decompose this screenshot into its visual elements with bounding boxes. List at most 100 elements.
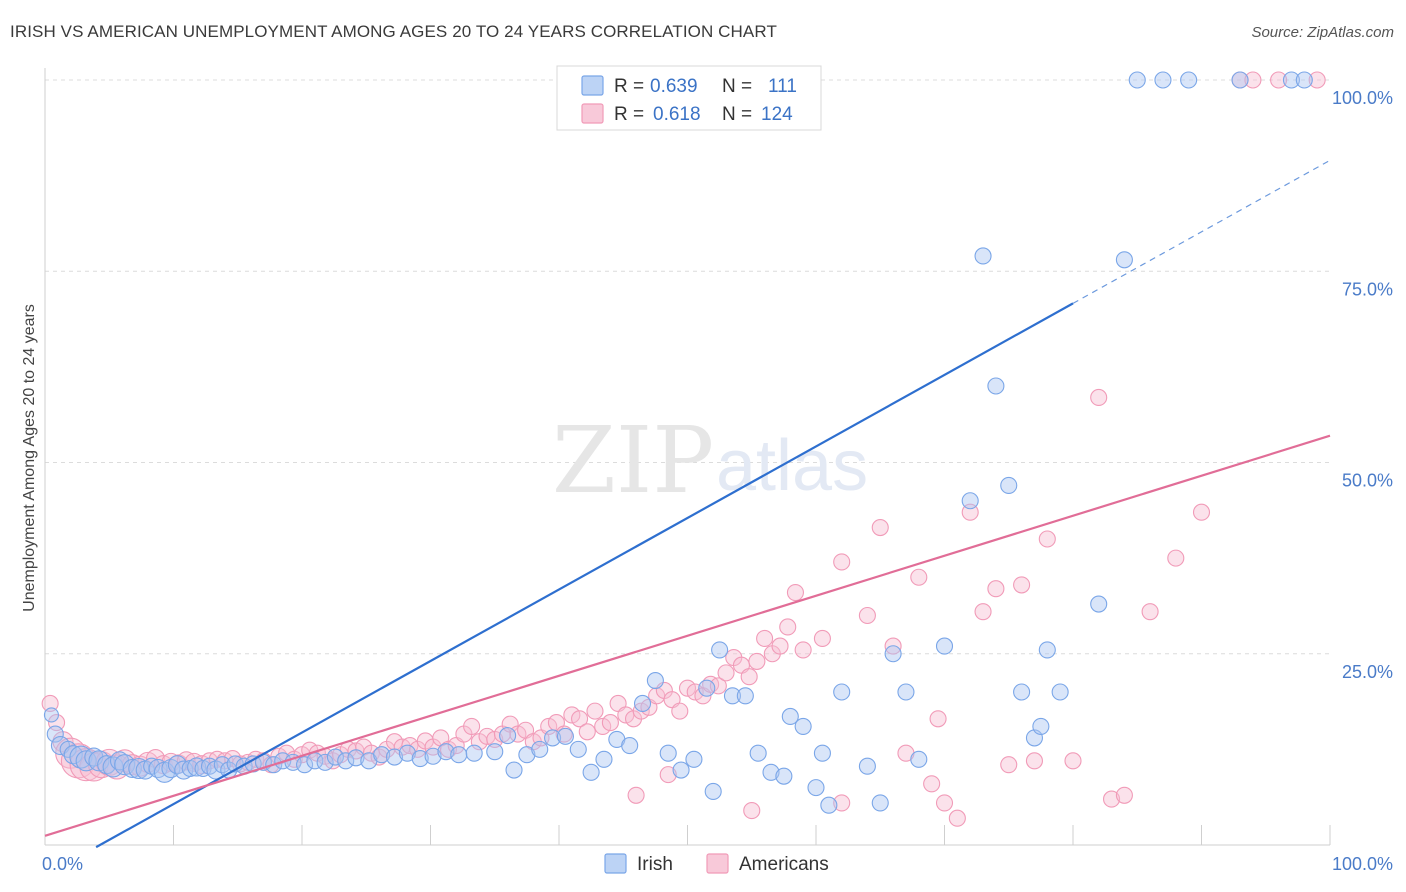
americans-point: [1090, 388, 1108, 407]
irish-point: [820, 796, 838, 814]
watermark-zip: ZIP: [552, 407, 714, 514]
irish-points: [43, 71, 1313, 814]
americans-point: [1270, 71, 1288, 89]
legend-bottom-label-irish: Irish: [637, 854, 673, 875]
legend-r-value-irish: 0.639: [650, 76, 698, 97]
irish-point: [1038, 641, 1056, 659]
americans-point: [935, 794, 954, 812]
irish-point: [1282, 71, 1300, 89]
irish-point: [910, 750, 928, 768]
legend-n-label-irish: N =: [722, 76, 752, 97]
americans-point: [1025, 752, 1043, 770]
irish-point: [347, 749, 365, 767]
irish-point: [749, 744, 767, 762]
source-label: Source: ZipAtlas.com: [1251, 24, 1394, 41]
americans-point: [871, 518, 889, 537]
americans-point: [594, 717, 612, 735]
irish-point: [871, 794, 889, 812]
irish-point: [46, 725, 64, 743]
irish-point: [63, 745, 83, 765]
legend-n-value-americans: 124: [761, 104, 793, 125]
irish-point: [43, 707, 59, 723]
irish-point: [781, 707, 799, 726]
irish-point: [1032, 717, 1050, 735]
irish-point: [373, 746, 391, 764]
americans-point: [627, 786, 645, 804]
irish-point: [326, 748, 344, 766]
y-tick-label: 50.0%: [1342, 471, 1393, 491]
americans-point: [1038, 530, 1056, 548]
irish-point: [858, 757, 876, 775]
americans-point: [578, 723, 596, 741]
americans-point: [786, 583, 804, 602]
americans-point: [771, 637, 789, 655]
axes: [44, 68, 1331, 846]
legend-n-label-americans: N =: [722, 104, 752, 125]
irish-point: [704, 782, 722, 801]
legend-swatch-americans: [581, 103, 604, 124]
americans-point: [463, 717, 481, 735]
irish-point: [884, 645, 902, 663]
irish-point: [450, 746, 468, 764]
irish-point: [961, 492, 979, 510]
irish-point: [736, 687, 754, 705]
irish-point: [974, 247, 992, 265]
americans-point: [923, 775, 941, 793]
irish-point: [97, 755, 117, 775]
americans-point: [743, 802, 761, 820]
americans-point: [740, 668, 758, 686]
legend-top: R = 0.639 N = 111 R = 0.618 N = 124: [556, 65, 822, 131]
legend-r-value-americans: 0.618: [653, 104, 701, 125]
irish-point: [897, 683, 915, 701]
americans-point: [756, 629, 774, 648]
irish-point: [633, 694, 652, 713]
americans-point: [659, 766, 677, 784]
y-axis-label: Unemployment Among Ages 20 to 24 years: [21, 304, 38, 612]
americans-point: [60, 743, 96, 779]
irish-point: [807, 779, 825, 797]
irish-point: [672, 761, 690, 779]
americans-point: [439, 740, 458, 758]
irish-point: [595, 750, 613, 768]
irish-point: [398, 744, 416, 762]
irish-point: [486, 743, 504, 761]
americans-point: [1064, 752, 1082, 770]
x-tick-label: 0.0%: [42, 854, 83, 874]
irish-point: [385, 748, 404, 766]
americans-point: [671, 702, 689, 720]
irish-point: [1090, 595, 1108, 613]
americans-point: [974, 603, 992, 621]
irish-point: [621, 736, 639, 755]
y-tick-label: 100.0%: [1332, 88, 1393, 108]
legend-bottom: Irish Americans: [604, 853, 829, 875]
gridlines: [45, 79, 1330, 655]
irish-point: [1231, 71, 1249, 89]
irish-point: [411, 750, 429, 768]
irish-point: [518, 746, 536, 764]
irish-point: [437, 743, 455, 761]
americans-point: [678, 679, 697, 697]
irish-point: [1000, 476, 1018, 495]
americans-point: [813, 629, 831, 648]
irish-point: [659, 744, 677, 762]
irish-trend-line-extension: [1072, 159, 1331, 304]
legend-bottom-swatch-americans: [706, 853, 729, 874]
americans-point: [748, 652, 766, 670]
legend-bottom-swatch-irish: [604, 853, 627, 874]
americans-point: [794, 641, 812, 659]
americans-point: [1192, 503, 1211, 521]
irish-point: [505, 761, 523, 779]
americans-point: [1141, 603, 1159, 621]
americans-point: [858, 606, 876, 625]
americans-point: [601, 714, 619, 732]
irish-point: [499, 727, 517, 745]
legend-r-label-americans: R =: [614, 104, 644, 125]
americans-point: [41, 694, 59, 713]
irish-point: [711, 641, 729, 659]
irish-point: [833, 683, 851, 701]
irish-point: [50, 735, 70, 756]
y-tick-label: 25.0%: [1342, 662, 1393, 682]
irish-point: [813, 744, 831, 762]
americans-point: [1167, 549, 1185, 567]
